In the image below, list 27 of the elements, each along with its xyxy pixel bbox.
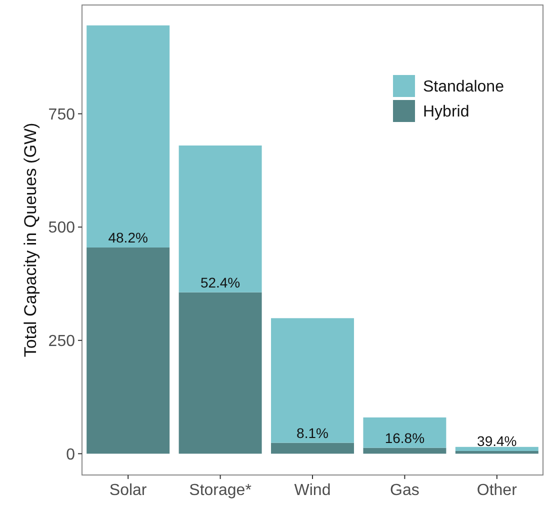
x-tick-label: Other xyxy=(476,482,518,499)
y-tick-label: 750 xyxy=(48,106,76,124)
bar xyxy=(86,247,170,454)
annotation: 48.2% xyxy=(108,229,148,246)
annotation: 39.4% xyxy=(477,432,517,449)
bar xyxy=(86,25,170,248)
bar xyxy=(455,446,538,451)
x-tick-label: Storage* xyxy=(189,482,252,499)
bar xyxy=(178,146,262,292)
legend-label: Hybrid xyxy=(423,104,470,121)
y-axis-title: Total Capacity in Queues (GW) xyxy=(21,122,40,358)
bar xyxy=(455,450,538,454)
legend-label: Standalone xyxy=(423,78,504,96)
bar xyxy=(271,442,354,454)
x-tick-label: Gas xyxy=(390,482,420,499)
x-tick-label: Solar xyxy=(109,482,148,499)
bar xyxy=(178,292,262,454)
y-tick-label: 500 xyxy=(48,220,76,237)
x-tick-label: Wind xyxy=(294,482,331,499)
bar xyxy=(363,417,446,448)
y-tick-label: 250 xyxy=(48,332,76,350)
annotation: 52.4% xyxy=(200,274,240,290)
bar xyxy=(363,448,446,454)
annotation: 16.8% xyxy=(384,430,425,446)
annotation: 8.1% xyxy=(296,424,328,441)
y-tick-label: 0 xyxy=(66,446,76,464)
bar xyxy=(271,318,354,443)
